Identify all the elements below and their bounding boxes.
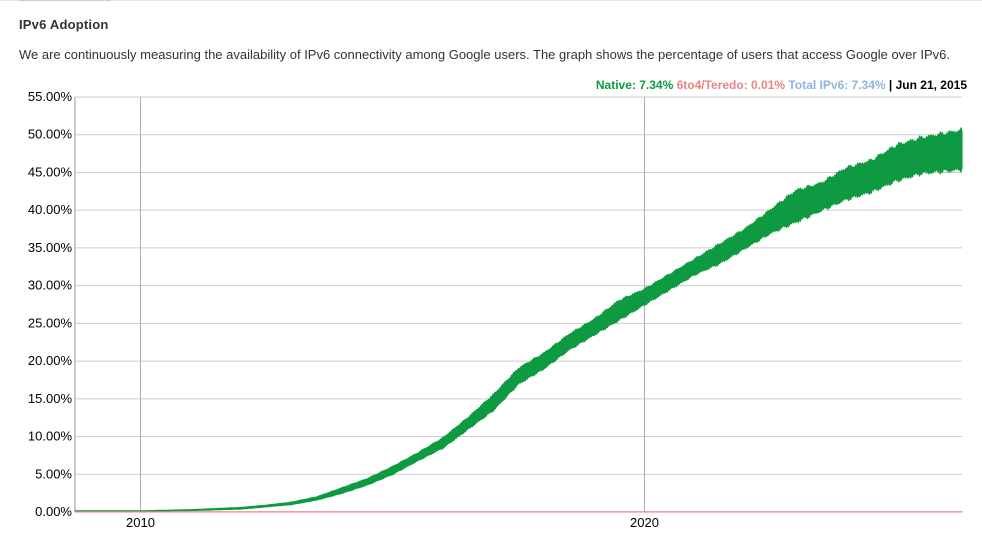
- legend-native: Native: 7.34%: [595, 78, 674, 92]
- y-tick-label: 35.00%: [28, 240, 73, 255]
- top-divider: [0, 0, 982, 1]
- page-title: IPv6 Adoption: [19, 17, 109, 32]
- y-tick-label: 20.00%: [28, 353, 73, 368]
- y-tick-label: 45.00%: [28, 164, 73, 179]
- page-description: We are continuously measuring the availa…: [19, 47, 950, 62]
- y-tick-label: 50.00%: [28, 127, 73, 142]
- x-tick-label: 2020: [630, 515, 659, 530]
- y-tick-label: 25.00%: [28, 315, 73, 330]
- y-tick-label: 10.00%: [28, 429, 73, 444]
- y-tick-label: 15.00%: [28, 391, 73, 406]
- y-tick-label: 30.00%: [28, 278, 73, 293]
- y-tick-label: 0.00%: [35, 504, 72, 519]
- x-tick-label: 2010: [126, 515, 155, 530]
- series-native: [74, 127, 963, 512]
- legend-date: | Jun 21, 2015: [888, 78, 967, 92]
- tab-indicator: [20, 0, 110, 2]
- chart-legend: Native: 7.34% 6to4/Teredo: 0.01% Total I…: [596, 78, 967, 92]
- y-tick-label: 40.00%: [28, 202, 73, 217]
- legend-total: Total IPv6: 7.34%: [788, 78, 886, 92]
- y-tick-label: 55.00%: [28, 89, 73, 104]
- legend-teredo: 6to4/Teredo: 0.01%: [676, 78, 786, 92]
- y-tick-label: 5.00%: [35, 466, 72, 481]
